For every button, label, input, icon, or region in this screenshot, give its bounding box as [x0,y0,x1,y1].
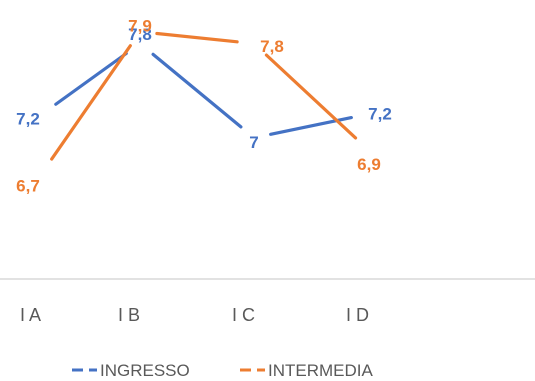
series-line-ingresso-segment-3 [269,116,353,136]
data-label-intermedia-3: 7,8 [260,37,284,56]
series-line-ingresso-segment-2 [151,52,243,129]
data-label-layer: 7,27,877,26,77,97,86,9 [16,16,392,195]
x-tick-label-1: I A [20,305,41,325]
legend-label-intermedia: INTERMEDIA [268,361,374,380]
legend: INGRESSO INTERMEDIA [72,361,374,380]
legend-item-intermedia: INTERMEDIA [240,361,374,380]
x-tick-label-3: I C [232,305,255,325]
data-label-ingresso-3: 7 [249,133,258,152]
data-label-ingresso-2: 7,8 [128,25,152,44]
x-tick-label-4: I D [346,305,369,325]
series-line-intermedia-segment-1 [50,44,132,161]
data-label-intermedia-1: 6,7 [16,177,40,196]
legend-item-ingresso: INGRESSO [72,361,190,380]
series-line-intermedia-segment-2 [155,31,239,44]
data-label-ingresso-4: 7,2 [368,105,392,124]
data-label-intermedia-4: 6,9 [357,155,381,174]
x-tick-label-2: I B [118,305,140,325]
series-line-intermedia-segment-3 [264,53,358,140]
series-layer [50,31,358,161]
series-line-ingresso-segment-1 [54,51,128,106]
data-label-intermedia-2: 7,9 [128,16,152,35]
data-label-ingresso-1: 7,2 [16,110,40,129]
legend-label-ingresso: INGRESSO [100,361,190,380]
